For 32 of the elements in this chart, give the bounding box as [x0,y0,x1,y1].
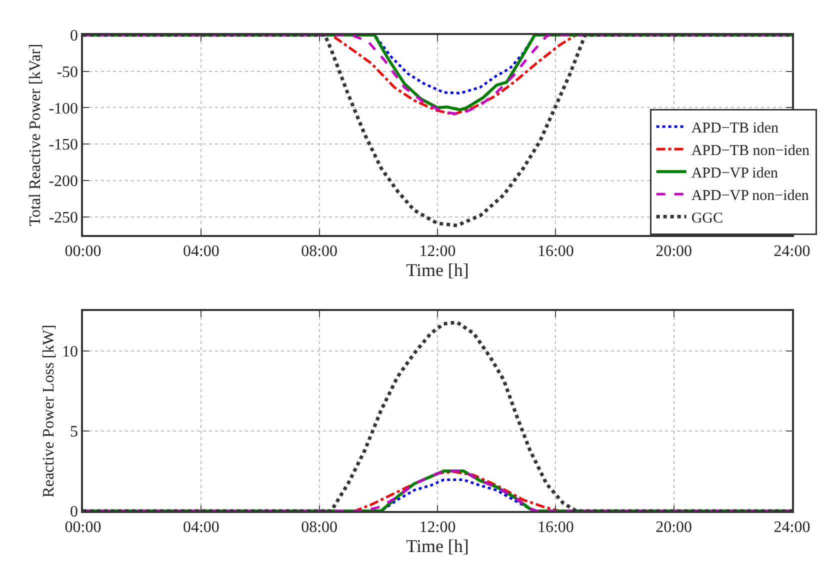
legend-label: APD−VP iden [691,166,778,182]
x-tick-label: 16:00 [537,242,574,260]
x-tick-label: 12:00 [419,242,456,260]
x-tick-label: 20:00 [656,518,692,536]
x-tick-label: 00:00 [64,242,102,260]
x-tick-label: 08:00 [301,242,338,260]
x-tick-label: 20:00 [656,242,692,260]
x-tick-label: 04:00 [182,242,220,260]
y-axis-title: Reactive Power Loss [kW] [40,324,58,498]
x-tick-label: 00:00 [64,518,102,536]
x-tick-label: 24:00 [774,518,810,536]
y-tick-label: -50 [56,64,78,81]
legend-label: APD−TB non−iden [691,143,810,160]
x-axis-title: Time [h] [406,260,469,280]
y-tick-label: 0 [70,504,78,521]
y-tick-label: 10 [62,344,78,361]
y-tick-label: 0 [70,28,78,45]
y-tick-label: -150 [48,136,78,154]
y-tick-label: -200 [48,173,78,190]
x-tick-label: 24:00 [774,242,810,260]
x-tick-label: 08:00 [301,518,338,536]
legend-label: APD−VP non−iden [691,188,810,204]
y-tick-label: -250 [48,209,78,226]
legend-label: GGC [691,210,723,227]
y-axis-title: Total Reactive Power [kVar] [27,44,44,226]
legend-label: APD−TB iden [691,120,780,137]
x-tick-label: 04:00 [182,518,220,536]
y-tick-label: 5 [70,424,78,441]
x-tick-label: 12:00 [419,518,456,536]
y-tick-label: -100 [48,100,78,118]
x-axis-title: Time [h] [406,536,469,556]
x-tick-label: 16:00 [537,518,574,536]
